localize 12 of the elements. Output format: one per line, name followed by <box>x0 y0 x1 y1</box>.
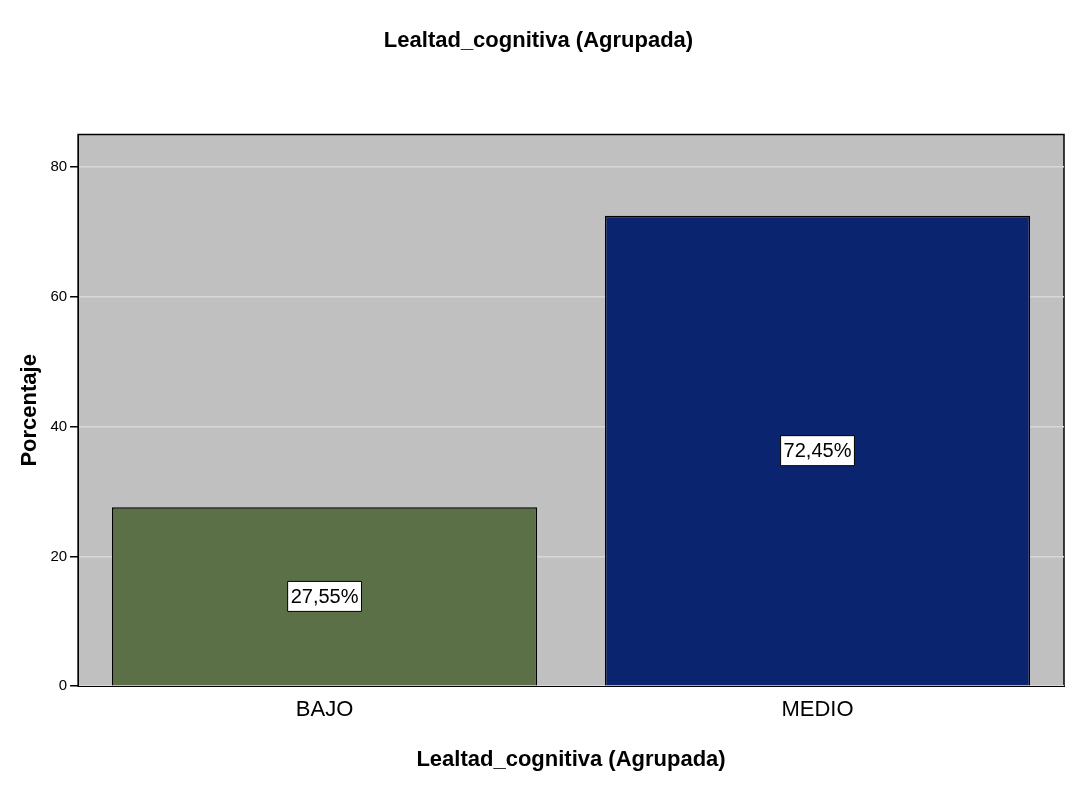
y-axis-title: Porcentaje <box>16 354 42 467</box>
x-tick-label: MEDIO <box>781 696 854 722</box>
y-tick-label: 40 <box>50 416 68 434</box>
y-tick-label: 80 <box>50 157 68 174</box>
x-tick-label: BAJO <box>295 696 354 722</box>
data-label: 72,45% <box>783 439 852 462</box>
y-tick-label: 0 <box>58 676 68 694</box>
data-label: 27,55% <box>290 584 359 607</box>
x-axis-title: Lealtad_cognitiva (Agrupada) <box>416 745 726 771</box>
y-tick-label: 20 <box>50 546 68 564</box>
y-tick-label: 60 <box>50 286 68 304</box>
chart-title: Lealtad_cognitiva (Agrupada) <box>383 27 694 53</box>
